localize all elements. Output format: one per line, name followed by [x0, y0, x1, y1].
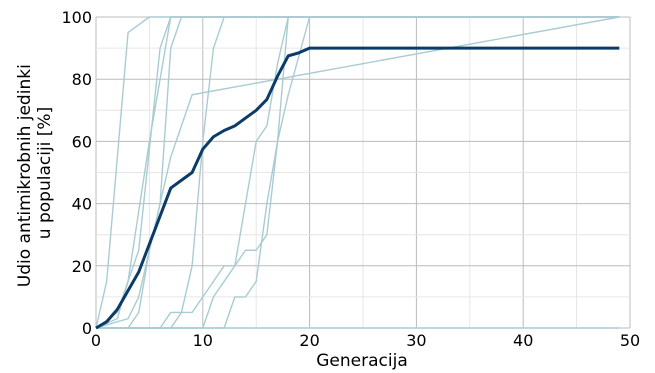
y-tick-label: 40	[72, 195, 92, 214]
y-axis-label: Udio antimikrobnih jedinki u populaciji …	[15, 59, 55, 287]
run-line	[96, 16, 620, 329]
x-tick-label: 40	[513, 331, 533, 350]
tick-labels: 0 10 20 30 40 50 0 20 40 60 80 100	[61, 8, 640, 350]
y-tick-label: 100	[61, 8, 92, 27]
x-tick-label: 30	[406, 331, 426, 350]
run-line	[96, 16, 620, 329]
mean-line	[95, 46, 620, 330]
run-line	[96, 16, 620, 329]
x-tick-label: 0	[91, 331, 101, 350]
x-tick-label: 20	[299, 331, 319, 350]
y-tick-label: 80	[72, 70, 92, 89]
y-axis-label-line-2: u populaciji [%]	[35, 107, 55, 239]
y-tick-label: 20	[72, 257, 92, 276]
x-axis-label: Generacija	[316, 351, 407, 371]
x-tick-label: 10	[193, 331, 213, 350]
y-tick-label: 60	[72, 132, 92, 151]
y-axis-label-line-1: Udio antimikrobnih jedinki	[15, 64, 35, 287]
run-line	[96, 16, 620, 329]
mean-line-group	[95, 46, 620, 330]
x-tick-label: 50	[620, 331, 640, 350]
y-tick-label: 0	[82, 319, 92, 338]
